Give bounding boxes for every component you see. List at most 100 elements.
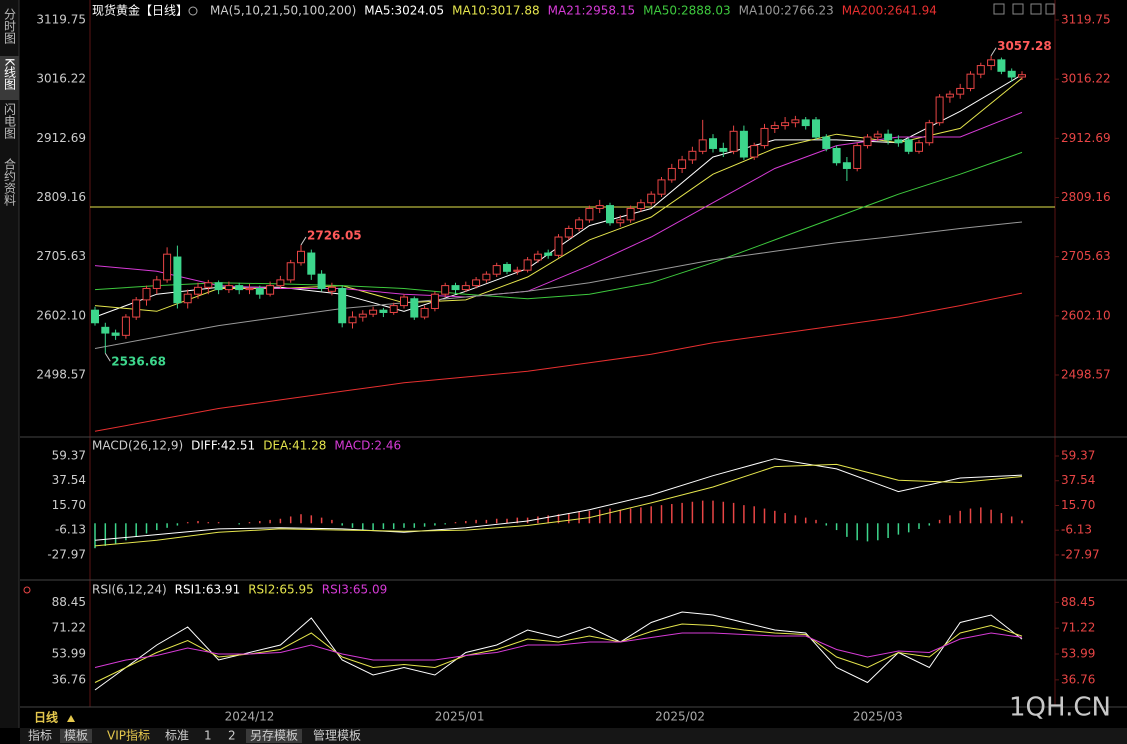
candle-body (533, 253, 542, 261)
candle-body (245, 287, 254, 291)
y-tick-label-right: 3016.22 (1061, 72, 1111, 86)
y-tick-label-left: 59.37 (52, 449, 86, 463)
candle-body (338, 287, 347, 324)
y-tick-label-left: 71.22 (52, 621, 86, 635)
legend-label: DIFF:42.51 (191, 439, 255, 453)
candle-body (451, 285, 460, 291)
y-tick-label-right: 36.76 (1061, 672, 1095, 686)
candle-body (101, 326, 110, 334)
y-tick-label-right: 2809.16 (1061, 190, 1111, 204)
annotation: 3057.28 (997, 39, 1052, 53)
toolbar-tab-active (246, 729, 303, 743)
toolbar-tab[interactable]: 标准 (165, 729, 189, 743)
toolbar-tab[interactable]: 1 (204, 729, 212, 743)
ma-line (94, 292, 1023, 432)
legend-label: MA(5,10,21,50,100,200) (210, 4, 356, 18)
annotation-leader (990, 47, 997, 56)
candle-body (152, 279, 161, 289)
candle-body (832, 147, 841, 164)
legend-label: DEA:41.28 (263, 439, 326, 453)
icon[interactable] (1030, 3, 1042, 15)
candle-body (389, 305, 398, 313)
x-tick-label: 2025/02 (655, 710, 705, 724)
candle-body (307, 252, 316, 275)
candle-body (482, 273, 491, 281)
y-tick-label-left: 88.45 (52, 595, 86, 609)
candle-body (698, 139, 707, 152)
macd-line (94, 458, 1023, 541)
candle-body (132, 299, 141, 318)
candle-body (709, 138, 717, 149)
candle-body (369, 309, 378, 315)
candle-body (430, 293, 439, 309)
candle-body (853, 145, 862, 169)
settings-icon[interactable] (23, 586, 31, 594)
candle-body (400, 296, 408, 307)
y-tick-label-left: 2912.69 (36, 131, 86, 145)
period-label[interactable]: 日线 (34, 710, 58, 725)
y-tick-label-left: 2602.10 (36, 308, 86, 322)
candle-body (667, 167, 676, 181)
legend-label: 现货黄金【日线】 (92, 3, 188, 18)
candle-body (966, 73, 975, 89)
legend-label: MA10:3017.88 (452, 4, 540, 18)
icon[interactable] (1045, 3, 1055, 15)
candle-body (317, 273, 326, 289)
candle-body (575, 219, 584, 229)
icon[interactable] (993, 3, 1005, 15)
candle-body (606, 205, 614, 224)
sidebar-tab[interactable]: 分时图 (3, 8, 17, 44)
annotation-leader (104, 352, 111, 362)
candle-body (894, 139, 903, 144)
y-tick-label-right: 3119.75 (1061, 13, 1111, 27)
candle-body (863, 136, 872, 147)
legend-label: RSI2:65.95 (248, 583, 314, 597)
y-tick-label-right: -27.97 (1061, 547, 1100, 561)
y-tick-label-right: 71.22 (1061, 621, 1095, 635)
y-tick-label-left: 3016.22 (36, 72, 86, 86)
settings-icon[interactable] (188, 6, 198, 16)
candle-body (163, 253, 172, 281)
toolbar-tab[interactable]: 管理模板 (313, 728, 361, 743)
x-tick-label: 2025/03 (853, 710, 903, 724)
legend-label: RSI(6,12,24) (92, 583, 167, 597)
toolbar-tab[interactable]: 另存模板 (250, 729, 298, 743)
candle-body (255, 287, 264, 295)
candle-body (739, 130, 748, 158)
toolbar-tab[interactable]: 模板 (64, 729, 88, 743)
candle-body (441, 285, 450, 295)
toolbar-tab[interactable]: VIP指标 (107, 728, 150, 743)
period-arrow[interactable] (67, 715, 75, 722)
candle-body (111, 332, 120, 336)
candle-body (688, 150, 697, 161)
sidebar-tab[interactable]: 合约资料 (3, 157, 17, 206)
candle-body (781, 122, 790, 127)
y-tick-label-right: 88.45 (1061, 595, 1095, 609)
y-tick-label-left: 2498.57 (36, 368, 86, 382)
candle-body (554, 236, 563, 256)
candle-body (904, 139, 913, 152)
y-tick-label-right: 15.70 (1061, 498, 1095, 512)
sidebar-tab[interactable]: 闪电图 (3, 103, 17, 139)
candle-body (327, 286, 336, 292)
y-tick-label-right: -6.13 (1061, 523, 1092, 537)
candle-body (812, 119, 820, 138)
candle-body (297, 250, 305, 264)
candle-body (976, 65, 985, 75)
legend-label: MACD(26,12,9) (92, 439, 183, 453)
toolbar-tab[interactable]: 指标 (28, 728, 52, 743)
legend-label: MA100:2766.23 (739, 4, 834, 18)
icon[interactable] (1012, 3, 1024, 15)
y-tick-label-left: -6.13 (55, 523, 86, 537)
candle-body (461, 285, 470, 291)
toolbar-tab-active (60, 729, 93, 743)
sidebar-tab[interactable]: K线图 (3, 58, 17, 90)
y-tick-label-left: 53.99 (52, 647, 86, 661)
candle-body (224, 285, 233, 291)
candle-body (1007, 70, 1016, 78)
candle-body (142, 287, 151, 301)
candle-body (822, 136, 831, 149)
toolbar-tab[interactable]: 2 (228, 729, 236, 743)
